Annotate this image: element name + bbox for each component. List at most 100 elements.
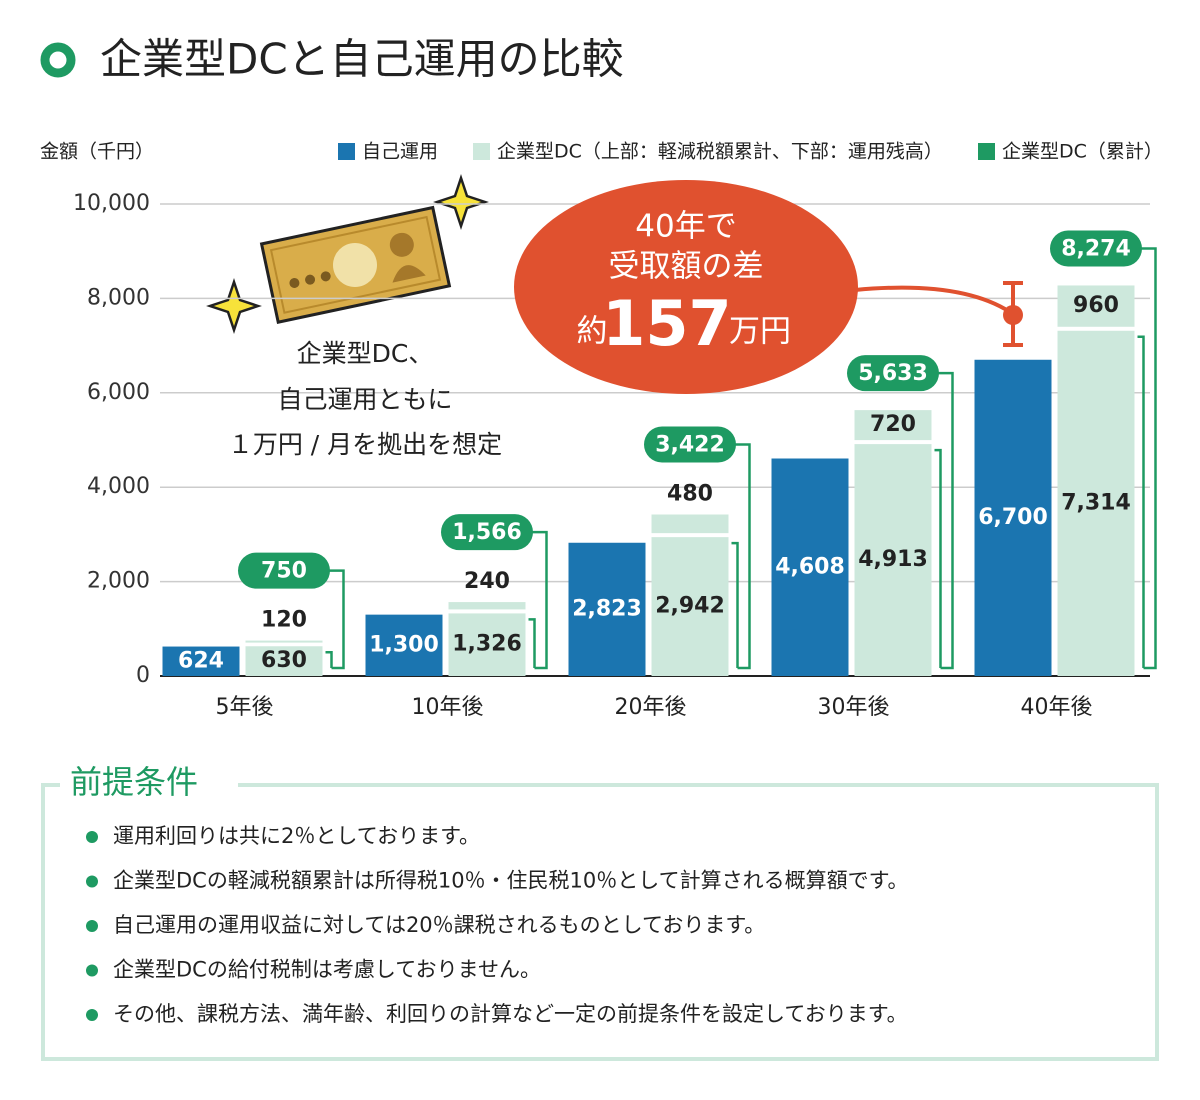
- bullet: [86, 831, 98, 843]
- bracket: [325, 651, 333, 668]
- bracket: [731, 541, 739, 668]
- condition-item: 自己運用の運用収益に対しては20％課税されるものとしております。: [113, 913, 765, 937]
- bracket: [527, 530, 548, 670]
- title-icon: [40, 42, 76, 78]
- bullet: [86, 1009, 98, 1021]
- bracket: [934, 448, 942, 668]
- bar-segment: [1057, 285, 1135, 327]
- bar-segment: [854, 410, 932, 441]
- condition-item: 運用利回りは共に2％としております。: [113, 824, 480, 848]
- bubble-number: 157: [602, 287, 731, 360]
- y-tick-label: 6,000: [87, 380, 150, 405]
- bar-segment: [245, 646, 323, 676]
- sparkle: [206, 278, 262, 334]
- y-tick-label: 4,000: [87, 474, 150, 499]
- plot: 0 2,000 4,000 6,000 8,000 10,000 自己運用 企業型DC（上部：…: [73, 141, 1163, 721]
- y-tick-label: 0: [136, 663, 150, 688]
- bracket: [933, 371, 954, 670]
- data-label: 960: [1073, 293, 1119, 318]
- data-label: 630: [261, 648, 307, 673]
- total-pill: [238, 552, 330, 589]
- conditions-title-bg: [60, 765, 238, 805]
- bar: [162, 646, 240, 676]
- conditions-title: 前提条件: [70, 763, 198, 801]
- data-label: 2,942: [655, 594, 725, 619]
- sparkle: [433, 174, 489, 230]
- condition-item: 企業型DCの軽減税額累計は所得税10％・住民税10％として計算される概算額です。: [113, 869, 909, 893]
- legend-label: 企業型DC（累計）: [1002, 141, 1163, 163]
- data-label: 1,300: [369, 632, 439, 657]
- condition-item: その他、課税方法、満年齢、利回りの計算など一定の前提条件を設定しております。: [113, 1002, 908, 1026]
- bracket: [1136, 247, 1157, 670]
- total-label: 8,274: [1061, 236, 1131, 261]
- banknote-icon: [259, 205, 452, 324]
- data-label: 480: [667, 481, 713, 506]
- note-text: 自己運用ともに: [277, 385, 452, 414]
- bar-segment: [448, 613, 526, 676]
- bubble-text: 約: [577, 314, 608, 350]
- legend-label: 自己運用: [362, 141, 438, 163]
- bar-segment: [1057, 330, 1135, 676]
- data-label: 4,608: [775, 554, 845, 579]
- x-tick-label: 30年後: [818, 695, 890, 720]
- y-tick-label: 2,000: [87, 569, 150, 594]
- data-label: 6,700: [978, 505, 1048, 530]
- data-label: 624: [178, 648, 224, 673]
- data-label: 2,823: [572, 596, 642, 621]
- total-label: 750: [261, 559, 307, 584]
- bullet: [86, 875, 98, 888]
- bubble-text: 40年で: [635, 209, 736, 245]
- bar: [771, 458, 849, 676]
- bar: [365, 614, 443, 676]
- y-tick-label: 10,000: [73, 191, 150, 216]
- total-pill: [441, 514, 533, 551]
- legend-swatch: [978, 143, 995, 160]
- condition-item: 企業型DCの給付税制は考慮しておりません。: [113, 958, 541, 982]
- bullet: [86, 964, 98, 977]
- data-label: 4,913: [858, 547, 928, 572]
- legend-label: 企業型DC（上部：軽減税額累計、下部：運用残高）: [497, 141, 943, 163]
- bubble-text: 受取額の差: [609, 249, 764, 285]
- difference-marker: [1003, 305, 1023, 325]
- bullet: [86, 920, 98, 932]
- total-label: 1,566: [452, 520, 522, 545]
- total-label: 3,422: [655, 432, 725, 457]
- bar: [974, 359, 1052, 676]
- bubble-text: 万円: [729, 314, 791, 350]
- bar-segment: [448, 602, 526, 610]
- data-label: 240: [464, 569, 510, 594]
- bar-segment: [854, 444, 932, 676]
- bubble: [514, 180, 858, 394]
- x-tick-label: 20年後: [615, 695, 687, 720]
- bar-segment: [651, 514, 729, 534]
- chart-title: 企業型DCと自己運用の比較: [100, 35, 624, 84]
- bracket: [1137, 335, 1145, 668]
- x-tick-label: 5年後: [216, 695, 274, 720]
- total-pill: [644, 426, 736, 463]
- total-pill: [1050, 230, 1142, 267]
- connector: [854, 285, 1012, 314]
- data-label: 7,314: [1061, 490, 1131, 515]
- data-label: 120: [261, 608, 307, 633]
- bracket: [324, 569, 345, 670]
- bar-segment: [651, 537, 729, 676]
- total-label: 5,633: [858, 361, 928, 386]
- legend-swatch: [473, 143, 490, 160]
- y-tick-label: 8,000: [87, 285, 150, 310]
- y-axis-label: 金額（千円）: [40, 141, 154, 163]
- x-tick-label: 10年後: [412, 695, 484, 720]
- legend-swatch: [338, 143, 355, 160]
- bar: [568, 542, 646, 676]
- data-label: 720: [870, 412, 916, 437]
- total-pill: [847, 355, 939, 392]
- bar-segment: [245, 640, 323, 643]
- bracket: [730, 443, 751, 670]
- conditions-box: [41, 783, 1159, 1061]
- bracket: [528, 618, 536, 668]
- x-tick-label: 40年後: [1021, 695, 1093, 720]
- note-text: １万円 / 月を拠出を想定: [228, 430, 502, 459]
- conditions-list: 運用利回りは共に2％としております。企業型DCの軽減税額累計は所得税10％・住民…: [86, 824, 909, 1026]
- data-label: 1,326: [452, 632, 522, 657]
- note-text: 企業型DC、: [297, 339, 434, 368]
